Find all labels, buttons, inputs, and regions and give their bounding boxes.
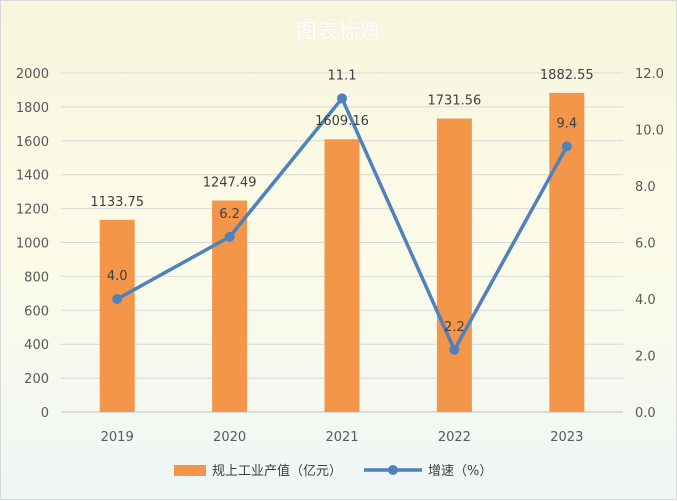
legend-swatch-marker (388, 465, 398, 475)
y-left-tick-label: 1200 (16, 203, 49, 218)
x-tick-label: 2022 (438, 430, 471, 445)
line-point (112, 294, 123, 304)
bar (99, 219, 135, 412)
y-right-tick-label: 12.0 (635, 67, 664, 82)
y-left-tick-label: 600 (24, 304, 49, 319)
x-tick-label: 2020 (213, 430, 246, 445)
y-right-tick-label: 6.0 (635, 237, 656, 252)
y-left-tick-label: 200 (24, 372, 49, 387)
line-data-label: 6.2 (219, 207, 240, 222)
x-tick-label: 2019 (101, 430, 134, 445)
y-right-tick-label: 4.0 (635, 293, 656, 308)
bar-data-label: 1133.75 (90, 195, 144, 210)
y-right-tick-label: 10.0 (635, 124, 664, 139)
y-left-tick-label: 1400 (16, 169, 49, 184)
line-data-label: 11.1 (328, 68, 357, 83)
legend-swatch-bar (174, 465, 206, 476)
y-left-tick-label: 800 (24, 270, 49, 285)
line-data-label: 4.0 (107, 269, 128, 284)
y-left-tick-label: 0 (41, 406, 49, 421)
x-tick-label: 2021 (325, 430, 358, 445)
bar-data-label: 1609.16 (315, 114, 369, 129)
y-left-tick-label: 1800 (16, 101, 49, 116)
line-data-label: 2.2 (444, 320, 465, 335)
x-tick-label: 2023 (550, 430, 583, 445)
bar (549, 92, 585, 412)
y-left-tick-label: 1000 (16, 237, 49, 252)
line-point (224, 231, 235, 242)
y-right-tick-label: 0.0 (635, 406, 656, 421)
bar (324, 139, 360, 412)
y-left-tick-label: 1600 (16, 135, 49, 150)
line-point (449, 344, 460, 355)
y-left-tick-label: 2000 (16, 67, 49, 82)
line-point (561, 141, 572, 152)
y-right-tick-label: 8.0 (635, 180, 656, 195)
bar (436, 118, 472, 412)
line-data-label: 9.4 (556, 116, 577, 131)
legend-label-bar: 规上工业产值（亿元） (212, 463, 342, 479)
bar-data-label: 1731.56 (428, 94, 482, 109)
y-right-tick-label: 2.0 (635, 350, 656, 365)
chart-title: 图表标题 (296, 19, 381, 43)
y-left-tick-label: 400 (24, 338, 49, 353)
line-point (337, 93, 347, 104)
bar-data-label: 1247.49 (203, 176, 257, 191)
legend-label-line: 增速（%） (428, 464, 492, 479)
bar-data-label: 1882.55 (540, 68, 594, 83)
